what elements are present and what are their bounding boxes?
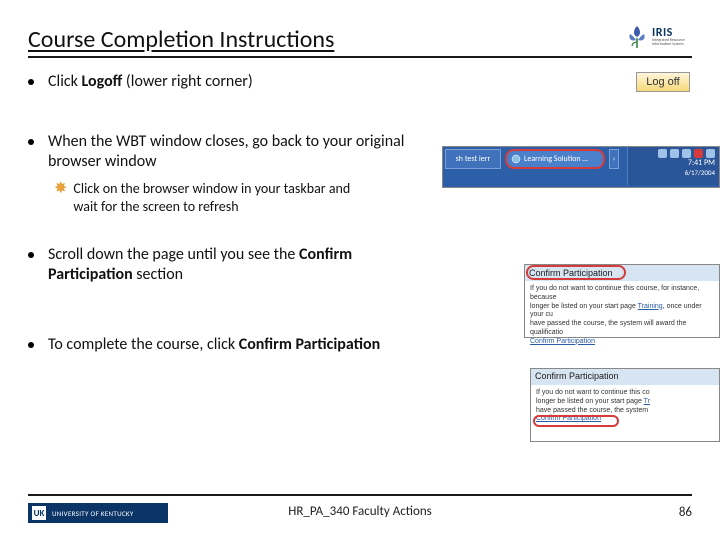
confirm-body: If you do not want to continue this cour…: [525, 281, 719, 350]
taskbar-tab-label: Learning Solution …: [524, 154, 588, 164]
uk-logo-text: UNIVERSITY OF KENTUCKY: [52, 509, 134, 518]
star-icon: ✸: [54, 180, 67, 198]
taskbar-mock: sh test ierr Learning Solution … › 7:41 …: [442, 146, 720, 188]
bullet-pre: To complete the course, click: [48, 335, 239, 354]
confirm-link: Confirm Participation: [530, 338, 595, 345]
footer-title: HR_PA_340 Faculty Actions: [288, 504, 431, 519]
taskbar-chevron-icon: ›: [609, 149, 619, 169]
uk-logo-box: UK: [32, 506, 46, 520]
confirm-header: Confirm Participation: [531, 369, 719, 385]
taskbar-tab: sh test ierr: [445, 149, 501, 169]
ie-icon: [511, 154, 521, 164]
iris-flower-icon: [626, 24, 648, 50]
bullet-item: Click Logoff (lower right corner): [28, 72, 692, 92]
bullet-text: Scroll down the page until you see the C…: [48, 245, 408, 285]
slide: Course Completion Instructions IRIS Inte…: [0, 0, 720, 540]
confirm-link: Tr: [644, 398, 650, 405]
logoff-button-mock: Log off: [636, 72, 690, 92]
confirm-line: If you do not want to continue this cour…: [530, 285, 714, 303]
bullet-pre: When the WBT window closes, go back to y…: [48, 132, 404, 171]
confirm-line: longer be listed on your start page Tr: [536, 398, 714, 407]
bullet-pre: Scroll down the page until you see the: [48, 245, 299, 264]
confirm-line: have passed the course, the system will …: [530, 320, 714, 338]
bullet-bold: Confirm Participation: [239, 335, 380, 354]
confirm-header: Confirm Participation: [525, 265, 719, 281]
bullet-text: Click Logoff (lower right corner): [48, 72, 253, 92]
confirm-line: longer be listed on your start page Trai…: [530, 303, 714, 321]
red-highlight-oval: [533, 415, 619, 427]
bullet-dot-icon: [28, 79, 34, 85]
system-tray: 7:41 PM 6/17/2004: [627, 147, 719, 185]
taskbar-tab-highlighted: Learning Solution …: [505, 149, 605, 169]
uk-logo: UK UNIVERSITY OF KENTUCKY: [28, 503, 168, 523]
confirm-participation-mock-2: Confirm Participation If you do not want…: [530, 368, 720, 442]
tray-date: 6/17/2004: [685, 168, 715, 177]
iris-logo: IRIS Integrated Resource Information Sys…: [626, 20, 692, 54]
bullet-text: When the WBT window closes, go back to y…: [48, 132, 408, 172]
bullet-post: section: [133, 265, 183, 284]
sub-bullet-text: Click on the browser window in your task…: [73, 180, 373, 215]
bullet-dot-icon: [28, 139, 34, 145]
tray-time: 7:41 PM: [688, 158, 715, 168]
page-title: Course Completion Instructions: [28, 25, 334, 54]
footer: UK UNIVERSITY OF KENTUCKY HR_PA_340 Facu…: [28, 494, 692, 526]
confirm-participation-mock-1: Confirm Participation If you do not want…: [524, 264, 720, 338]
bullet-bold: Logoff: [82, 72, 123, 91]
bullet-text: To complete the course, click Confirm Pa…: [48, 335, 380, 355]
header-row: Course Completion Instructions IRIS Inte…: [28, 20, 692, 58]
bullet-pre: Click: [48, 72, 82, 91]
bullet-post: (lower right corner): [122, 72, 252, 91]
bullet-dot-icon: [28, 342, 34, 348]
confirm-body: If you do not want to continue this co l…: [531, 385, 719, 428]
iris-logo-sub: Integrated Resource Information System: [652, 39, 692, 47]
bullet-dot-icon: [28, 252, 34, 258]
tray-icons: [658, 149, 715, 158]
confirm-line: have passed the course, the system: [536, 407, 714, 416]
red-highlight-oval: [526, 265, 626, 280]
confirm-link: Training: [638, 303, 663, 310]
confirm-line: If you do not want to continue this co: [536, 389, 714, 398]
page-number: 86: [679, 505, 692, 520]
